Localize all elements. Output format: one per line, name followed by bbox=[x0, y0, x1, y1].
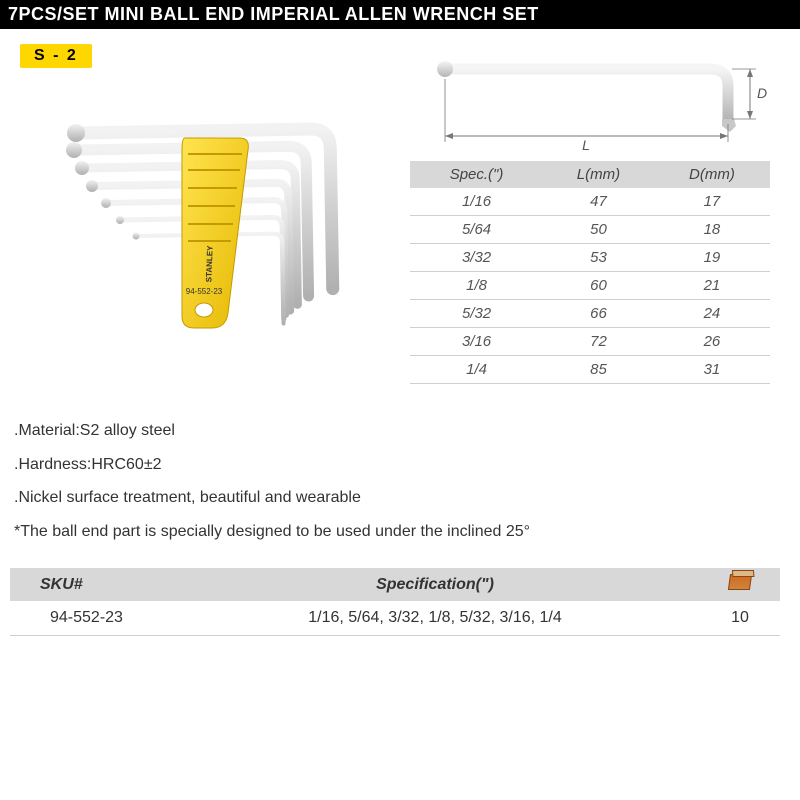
right-column: L D Spec.(") L(mm) D(mm) 1/1647175/64501… bbox=[410, 44, 790, 384]
bullet-hardness: .Hardness:HRC60±2 bbox=[14, 448, 790, 482]
spec-cell: 5/32 bbox=[410, 300, 543, 328]
spec-cell: 17 bbox=[654, 188, 770, 216]
spec-row: 1/164717 bbox=[410, 188, 770, 216]
sku-header-qty bbox=[700, 568, 780, 601]
sku-table: SKU# Specification(") 94-552-23 1/16, 5/… bbox=[10, 568, 780, 636]
spec-cell: 3/16 bbox=[410, 328, 543, 356]
box-icon bbox=[728, 574, 752, 590]
left-column: S - 2 bbox=[10, 44, 400, 384]
spec-row: 3/325319 bbox=[410, 244, 770, 272]
spec-cell: 18 bbox=[654, 216, 770, 244]
spec-cell: 1/4 bbox=[410, 356, 543, 384]
spec-cell: 85 bbox=[543, 356, 654, 384]
sku-header-row: SKU# Specification(") bbox=[10, 568, 780, 601]
bullet-ballend: *The ball end part is specially designed… bbox=[14, 515, 790, 549]
bullet-material: .Material:S2 alloy steel bbox=[14, 414, 790, 448]
dimension-diagram: L D bbox=[410, 44, 770, 154]
spec-cell: 24 bbox=[654, 300, 770, 328]
holder-sku-label: 94-552-23 bbox=[186, 287, 223, 296]
wrench-set-icon: STANLEY 94-552-23 bbox=[66, 124, 333, 328]
spec-cell: 3/32 bbox=[410, 244, 543, 272]
spec-cell: 50 bbox=[543, 216, 654, 244]
content-row: S - 2 bbox=[0, 29, 800, 394]
sku-cell-spec: 1/16, 5/64, 3/32, 1/8, 5/32, 3/16, 1/4 bbox=[170, 601, 700, 636]
spec-cell: 1/16 bbox=[410, 188, 543, 216]
bullet-surface: .Nickel surface treatment, beautiful and… bbox=[14, 481, 790, 515]
spec-row: 5/645018 bbox=[410, 216, 770, 244]
spec-header-l: L(mm) bbox=[543, 161, 654, 188]
spec-row: 3/167226 bbox=[410, 328, 770, 356]
spec-table-header-row: Spec.(") L(mm) D(mm) bbox=[410, 161, 770, 188]
spec-cell: 66 bbox=[543, 300, 654, 328]
spec-cell: 53 bbox=[543, 244, 654, 272]
spec-cell: 72 bbox=[543, 328, 654, 356]
product-image: STANLEY 94-552-23 bbox=[10, 88, 390, 348]
sku-header-spec: Specification(") bbox=[170, 568, 700, 601]
sku-header-sku: SKU# bbox=[10, 568, 170, 601]
spec-header-d: D(mm) bbox=[654, 161, 770, 188]
spec-table: Spec.(") L(mm) D(mm) 1/1647175/6450183/3… bbox=[410, 161, 770, 384]
spec-row: 1/86021 bbox=[410, 272, 770, 300]
sku-row: 94-552-23 1/16, 5/64, 3/32, 1/8, 5/32, 3… bbox=[10, 601, 780, 636]
spec-cell: 31 bbox=[654, 356, 770, 384]
spec-cell: 5/64 bbox=[410, 216, 543, 244]
page-title: 7PCS/SET MINI BALL END IMPERIAL ALLEN WR… bbox=[0, 0, 800, 29]
d-label: D bbox=[757, 85, 767, 101]
spec-cell: 26 bbox=[654, 328, 770, 356]
spec-cell: 21 bbox=[654, 272, 770, 300]
sku-cell-sku: 94-552-23 bbox=[10, 601, 170, 636]
spec-cell: 1/8 bbox=[410, 272, 543, 300]
spec-row: 1/48531 bbox=[410, 356, 770, 384]
material-badge: S - 2 bbox=[20, 44, 92, 68]
spec-cell: 19 bbox=[654, 244, 770, 272]
spec-header-spec: Spec.(") bbox=[410, 161, 543, 188]
spec-cell: 60 bbox=[543, 272, 654, 300]
spec-row: 5/326624 bbox=[410, 300, 770, 328]
spec-cell: 47 bbox=[543, 188, 654, 216]
brand-label: STANLEY bbox=[204, 245, 214, 283]
sku-cell-qty: 10 bbox=[700, 601, 780, 636]
feature-bullets: .Material:S2 alloy steel .Hardness:HRC60… bbox=[0, 394, 800, 558]
l-label: L bbox=[582, 137, 590, 153]
